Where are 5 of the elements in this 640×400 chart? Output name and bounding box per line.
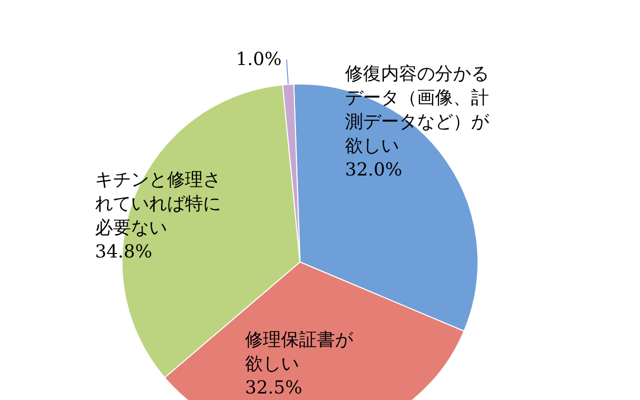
data-label: 32.5%	[245, 378, 302, 398]
slice-label: キチンと修理されていれば特に必要ない	[95, 170, 221, 238]
data-label: 1.0%	[236, 48, 282, 70]
data-label: 32.0%	[345, 160, 402, 180]
slice-label: 修理保証書が欲しい	[245, 330, 354, 374]
